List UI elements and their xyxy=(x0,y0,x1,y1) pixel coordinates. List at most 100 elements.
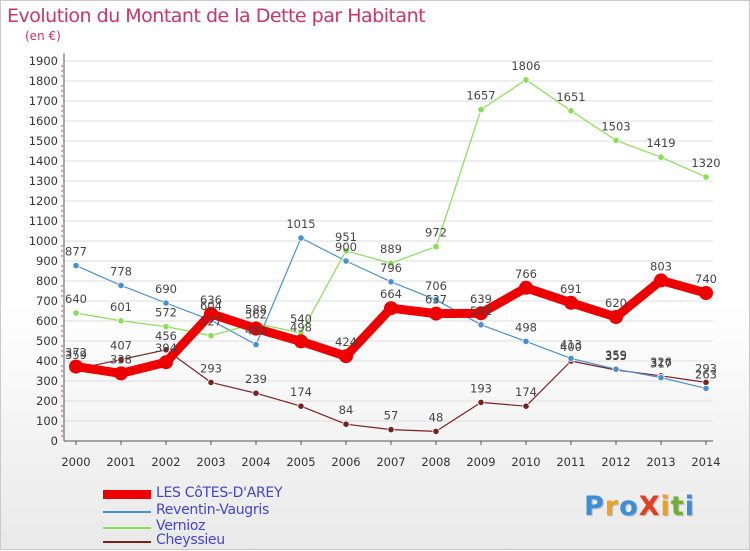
data-point xyxy=(72,309,80,317)
data-label: 889 xyxy=(380,242,402,256)
data-label: 394 xyxy=(155,341,177,355)
data-label: 588 xyxy=(245,302,267,316)
x-tick-label: 2002 xyxy=(151,455,180,469)
data-point xyxy=(522,76,530,84)
data-point xyxy=(522,337,530,345)
data-label: 293 xyxy=(200,361,222,375)
y-tick-label: 1200 xyxy=(29,194,58,208)
data-label: 456 xyxy=(155,329,177,343)
data-point xyxy=(249,321,263,336)
legend-swatch xyxy=(103,527,151,529)
data-point xyxy=(159,355,173,370)
y-tick-label: 600 xyxy=(36,314,58,328)
data-point xyxy=(477,398,485,406)
x-tick-label: 2009 xyxy=(466,455,495,469)
data-point xyxy=(567,107,575,115)
data-label: 877 xyxy=(65,245,87,259)
y-tick-label: 200 xyxy=(36,394,58,408)
data-label: 604 xyxy=(200,299,222,313)
data-label: 601 xyxy=(110,300,132,314)
y-tick-label: 1300 xyxy=(29,174,58,188)
x-tick-label: 2011 xyxy=(556,455,585,469)
y-tick-label: 1000 xyxy=(29,234,58,248)
data-label: 691 xyxy=(560,282,582,296)
data-point xyxy=(432,243,440,251)
y-tick-label: 1500 xyxy=(29,134,58,148)
x-tick-label: 2006 xyxy=(331,455,360,469)
data-label: 900 xyxy=(335,240,357,254)
y-tick-label: 400 xyxy=(36,354,58,368)
data-label: 174 xyxy=(290,385,312,399)
data-point xyxy=(429,306,443,321)
legend-label: LES CôTES-D'AREY xyxy=(156,485,283,501)
data-point xyxy=(252,340,260,349)
data-label: 706 xyxy=(425,279,447,293)
data-label: 1651 xyxy=(556,90,585,104)
data-point xyxy=(612,136,620,144)
x-tick-label: 2007 xyxy=(376,455,405,469)
data-label: 636 xyxy=(200,293,222,307)
data-label: 498 xyxy=(515,320,537,334)
data-label: 527 xyxy=(200,315,222,329)
data-label: 84 xyxy=(339,403,354,417)
data-point xyxy=(342,257,350,265)
data-point xyxy=(702,384,710,392)
data-point xyxy=(162,299,170,307)
data-point xyxy=(72,261,80,270)
y-tick-label: 0 xyxy=(51,434,58,448)
x-tick-label: 2000 xyxy=(61,455,90,469)
data-point xyxy=(432,296,440,304)
data-label: 690 xyxy=(155,282,177,296)
data-label: 400 xyxy=(560,340,582,354)
data-label: 174 xyxy=(515,385,537,399)
data-label: 293 xyxy=(695,361,717,375)
data-label: 326 xyxy=(650,355,672,369)
x-tick-label: 2008 xyxy=(421,455,450,469)
data-point xyxy=(114,366,128,381)
data-label: 540 xyxy=(290,312,312,326)
data-label: 639 xyxy=(470,292,492,306)
y-tick-label: 1900 xyxy=(29,54,58,68)
data-label: 972 xyxy=(425,226,447,240)
x-tick-label: 2012 xyxy=(601,455,630,469)
y-tick-label: 1100 xyxy=(29,214,58,228)
data-label: 637 xyxy=(425,293,447,307)
y-tick-label: 1600 xyxy=(29,114,58,128)
data-label: 193 xyxy=(470,381,492,395)
data-label: 355 xyxy=(605,349,627,363)
data-point xyxy=(297,402,305,410)
y-tick-label: 700 xyxy=(36,294,58,308)
legend-label: Vernioz xyxy=(156,518,206,534)
data-label: 1320 xyxy=(691,156,720,170)
x-tick-label: 2005 xyxy=(286,455,315,469)
data-point xyxy=(564,295,578,310)
data-point xyxy=(567,354,575,362)
data-point xyxy=(477,106,485,114)
y-tick-label: 500 xyxy=(36,334,58,348)
data-point xyxy=(297,234,305,242)
data-label: 951 xyxy=(335,230,357,244)
data-point xyxy=(702,173,710,181)
data-point xyxy=(387,278,395,286)
data-label: 620 xyxy=(605,296,627,310)
data-label: 572 xyxy=(155,306,177,320)
data-label: 359 xyxy=(65,348,87,362)
data-point xyxy=(162,322,170,331)
data-point xyxy=(117,317,125,325)
data-label: 640 xyxy=(65,292,87,306)
data-point xyxy=(384,301,398,316)
y-tick-label: 1700 xyxy=(29,94,58,108)
data-label: 372 xyxy=(65,346,87,360)
data-label: 338 xyxy=(110,352,132,366)
data-label: 407 xyxy=(110,339,132,353)
data-point xyxy=(519,280,533,295)
data-point xyxy=(474,306,488,321)
data-point xyxy=(294,334,308,349)
data-label: 239 xyxy=(245,372,267,386)
data-point xyxy=(252,389,260,397)
data-point xyxy=(612,365,620,373)
data-point xyxy=(117,355,125,364)
x-tick-label: 2010 xyxy=(511,455,540,469)
x-tick-label: 2001 xyxy=(106,455,135,469)
